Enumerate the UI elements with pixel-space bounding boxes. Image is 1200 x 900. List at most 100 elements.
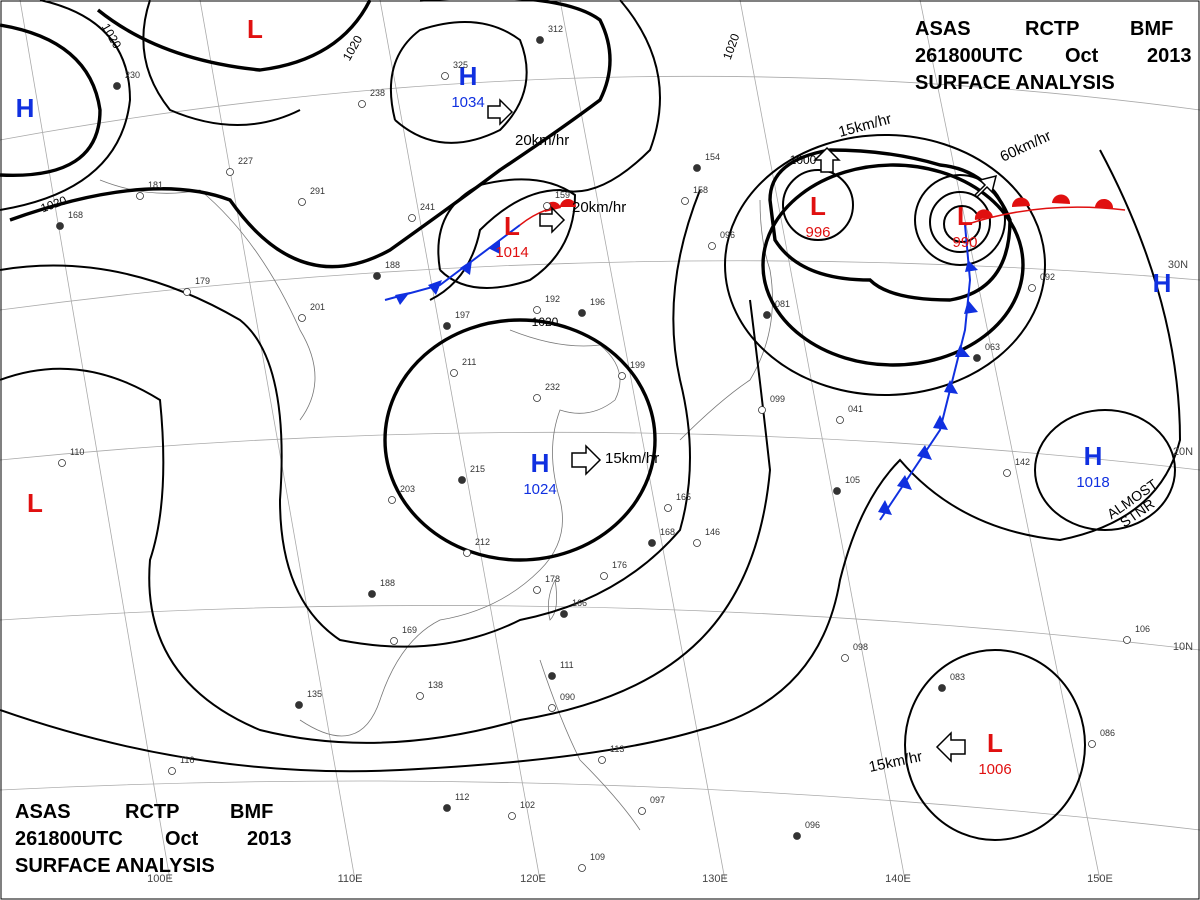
station-pressure: 227 — [238, 156, 253, 166]
station-marker — [548, 672, 556, 680]
station-marker — [533, 306, 541, 314]
station-pressure: 116 — [180, 755, 194, 765]
station-pressure: 111 — [560, 660, 574, 670]
station-pressure: 201 — [310, 302, 325, 312]
station-marker — [58, 459, 66, 467]
latitude-label: 30N — [1168, 259, 1188, 271]
station-pressure: 097 — [650, 795, 665, 805]
station-marker — [708, 242, 716, 250]
center-symbol: H — [1084, 441, 1103, 471]
center-symbol: L — [247, 14, 263, 44]
station-pressure: 106 — [1135, 624, 1150, 634]
station-marker — [758, 406, 766, 414]
header-text: BMF — [230, 801, 273, 823]
station-pressure: 169 — [402, 625, 417, 635]
station-pressure: 090 — [560, 692, 575, 702]
header-text: Oct — [165, 828, 199, 850]
station-marker — [793, 832, 801, 840]
latitude-label: 10N — [1173, 641, 1193, 653]
station-pressure: 179 — [195, 276, 210, 286]
station-pressure: 212 — [475, 537, 490, 547]
station-marker — [441, 72, 449, 80]
station-pressure: 176 — [612, 560, 627, 570]
isobars — [0, 0, 1182, 841]
station-pressure: 168 — [660, 527, 675, 537]
station-pressure: 211 — [462, 357, 476, 367]
header-text: BMF — [1130, 18, 1173, 40]
station-marker — [390, 637, 398, 645]
station-marker — [463, 549, 471, 557]
station-pressure: 113 — [610, 744, 624, 754]
station-marker — [543, 202, 551, 210]
header-text: SURFACE ANALYSIS — [915, 72, 1115, 94]
station-marker — [458, 476, 466, 484]
station-pressure: 230 — [125, 70, 140, 80]
station-marker — [578, 309, 586, 317]
center-symbol: H — [459, 61, 478, 91]
center-symbol: L — [957, 201, 973, 231]
station-marker — [533, 586, 541, 594]
center-pressure: 1014 — [495, 244, 528, 261]
center-pressure: 1034 — [451, 94, 484, 111]
station-marker — [973, 354, 981, 362]
station-pressure: 325 — [453, 60, 468, 70]
station-marker — [1028, 284, 1036, 292]
header-text: RCTP — [125, 801, 179, 823]
longitude-label: 150E — [1087, 873, 1113, 885]
station-marker — [693, 539, 701, 547]
station-marker — [598, 756, 606, 764]
station-pressure: 092 — [1040, 272, 1055, 282]
longitude-label: 110E — [338, 873, 363, 885]
station-pressure: 199 — [630, 360, 645, 370]
header-text: 2013 — [1147, 45, 1192, 67]
station-pressure: 196 — [590, 297, 605, 307]
station-pressure: 102 — [520, 800, 535, 810]
header-text: 2013 — [247, 828, 292, 850]
station-pressure: 096 — [805, 820, 820, 830]
motion-label: 20km/hr — [572, 199, 626, 216]
header-text: SURFACE ANALYSIS — [15, 855, 215, 877]
station-pressure: 188 — [385, 260, 400, 270]
station-pressure: 135 — [307, 689, 322, 699]
station-pressure: 109 — [590, 852, 605, 862]
motion-arrows — [487, 98, 998, 763]
latitude-label: 20N — [1173, 446, 1193, 458]
station-pressure: 181 — [148, 180, 163, 190]
station-marker — [358, 100, 366, 108]
station-pressure: 312 — [548, 24, 563, 34]
station-marker — [388, 496, 396, 504]
station-marker — [416, 692, 424, 700]
header-text: Oct — [1065, 45, 1099, 67]
station-marker — [938, 684, 946, 692]
longitude-label: 140E — [885, 873, 911, 885]
station-marker — [648, 539, 656, 547]
isobar-label: 1000 — [790, 153, 817, 167]
station-pressure: 142 — [1015, 457, 1030, 467]
station-pressure: 192 — [545, 294, 560, 304]
station-marker — [408, 214, 416, 222]
station-marker — [763, 311, 771, 319]
fronts — [384, 194, 1126, 521]
station-pressure: 203 — [400, 484, 415, 494]
station-pressure: 168 — [68, 210, 83, 220]
station-marker — [298, 198, 306, 206]
center-symbol: L — [504, 211, 520, 241]
station-pressure: 081 — [775, 299, 790, 309]
station-marker — [664, 504, 672, 512]
station-pressure: 241 — [420, 202, 435, 212]
station-marker — [1088, 740, 1096, 748]
station-marker — [508, 812, 516, 820]
station-marker — [681, 197, 689, 205]
header-text: ASAS — [15, 801, 71, 823]
coastlines — [99, 179, 773, 831]
isobar-label: 1020 — [532, 315, 559, 329]
center-pressure: 990 — [952, 234, 977, 251]
center-symbol: H — [1153, 268, 1172, 298]
center-symbol: H — [16, 93, 35, 123]
station-marker — [298, 314, 306, 322]
station-marker — [443, 322, 451, 330]
station-pressure: 112 — [455, 792, 469, 802]
station-marker — [443, 804, 451, 812]
